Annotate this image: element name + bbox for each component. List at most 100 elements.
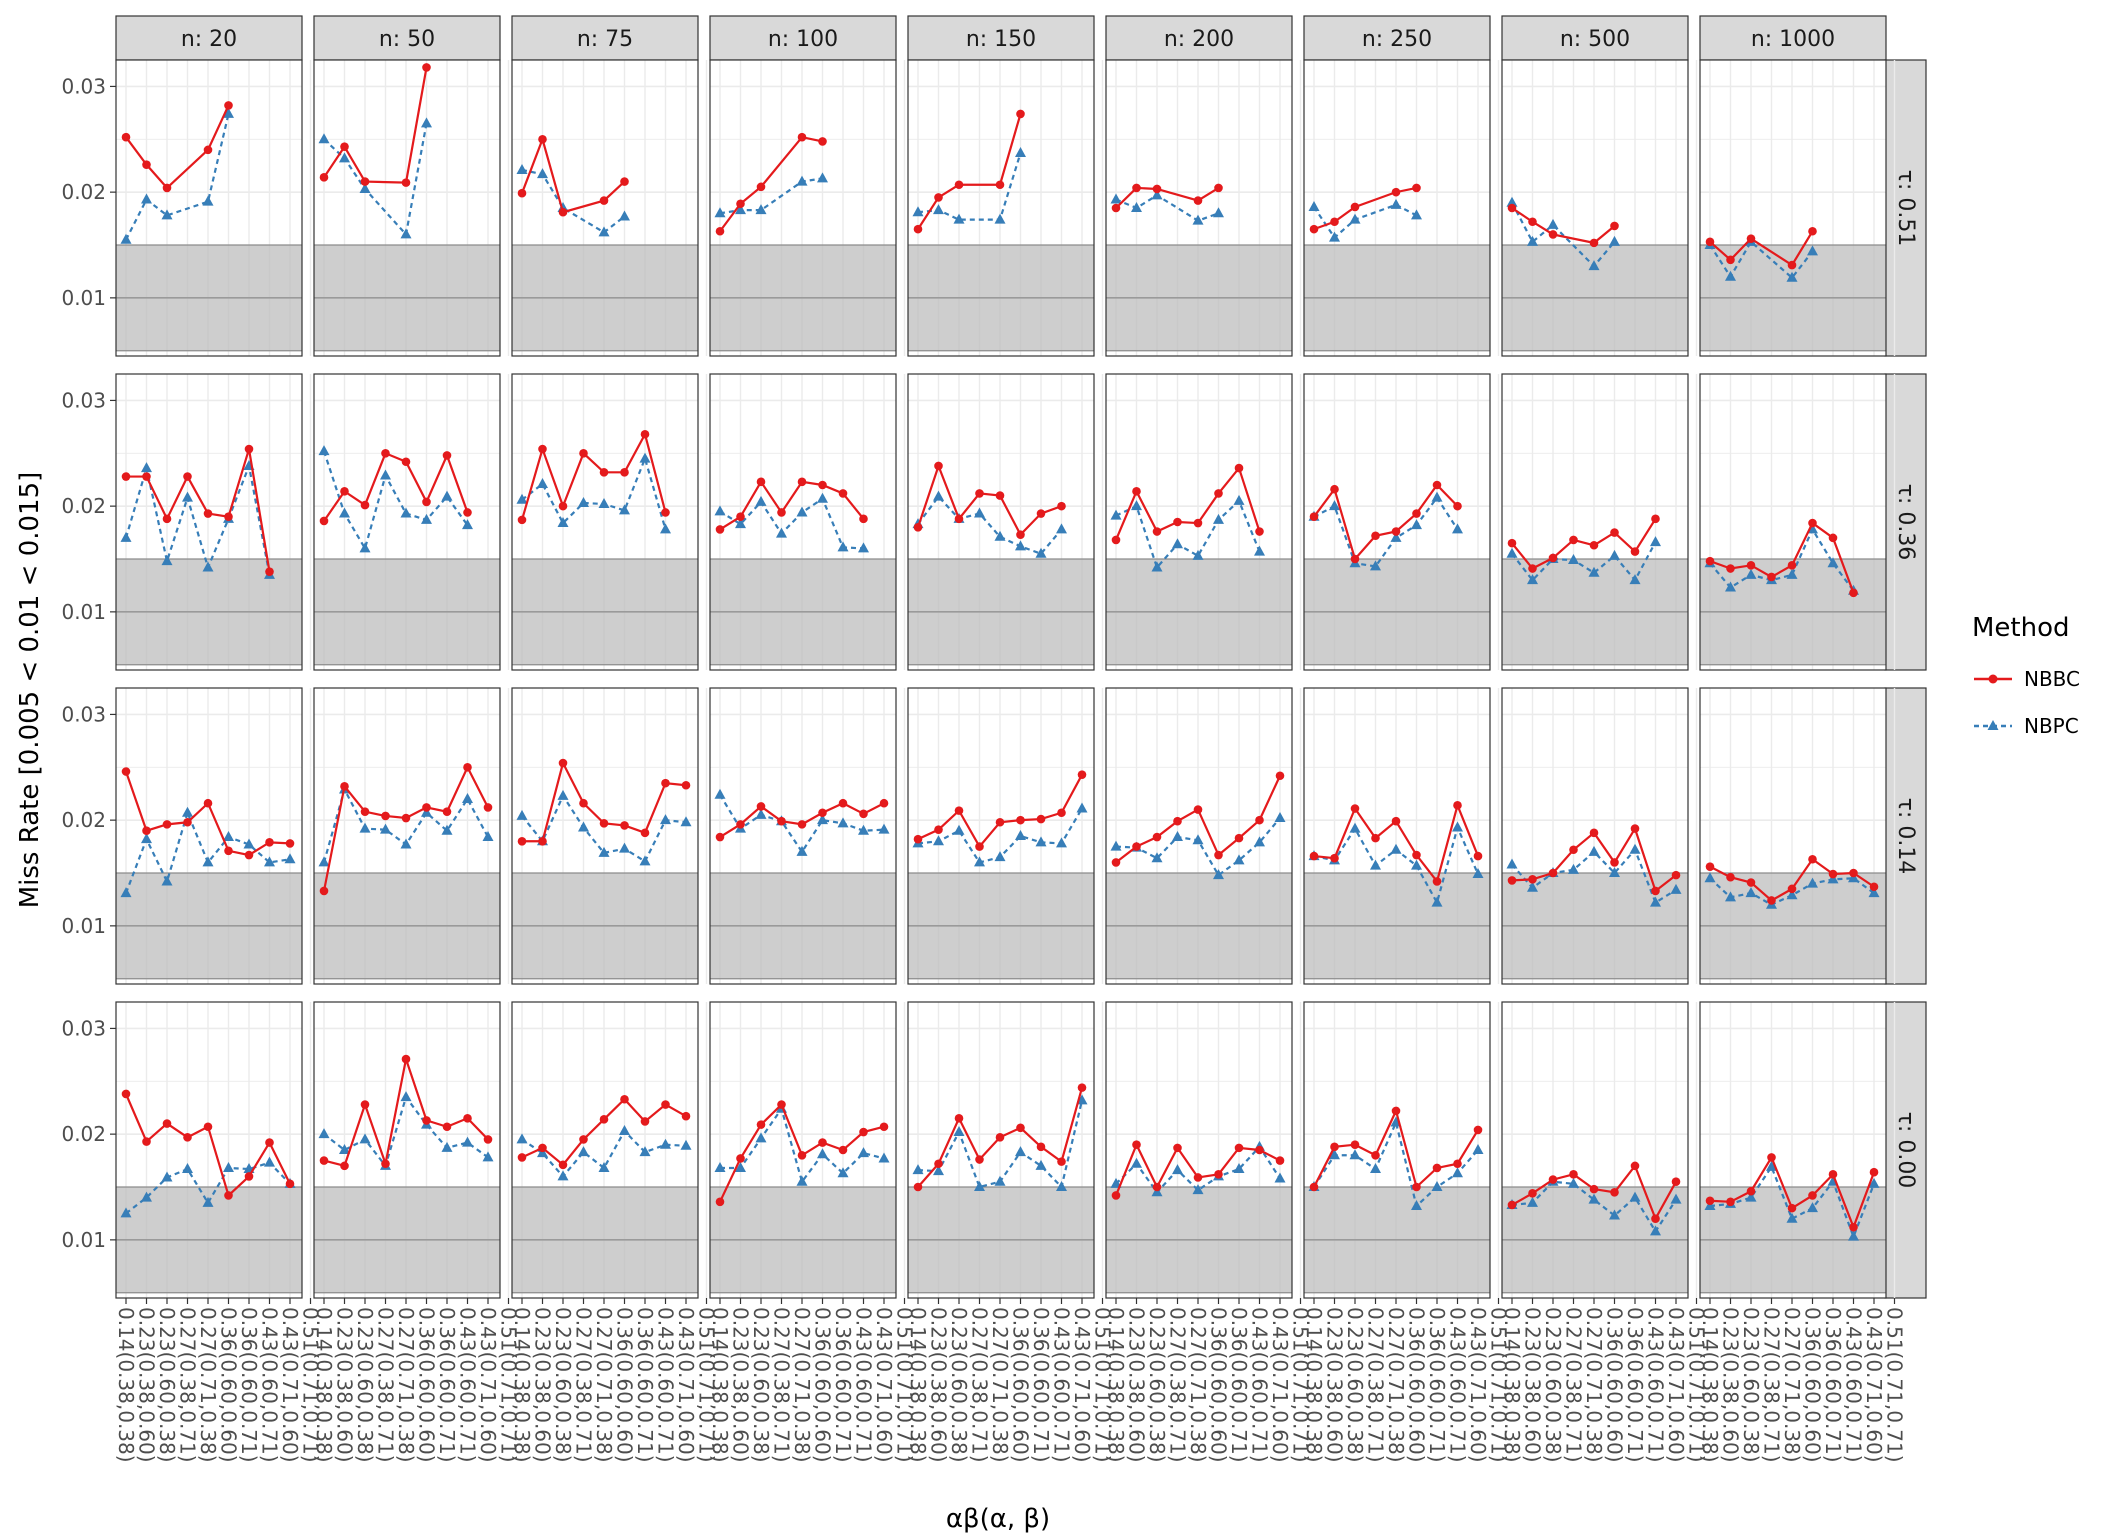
x-tick-label: 0.23(0.60,0.38) [1343, 1307, 1367, 1463]
panel-border [313, 687, 501, 985]
nbpc-point [141, 193, 152, 204]
nbbc-point [1432, 1163, 1442, 1173]
nbpc-point [557, 517, 569, 528]
nbbc-point [401, 813, 411, 823]
x-tick-label: 0.14(0.38,0.38) [906, 1307, 930, 1463]
nbpc-point [1786, 1212, 1798, 1223]
nbpc-series-line [1115, 498, 1261, 570]
nbpc-point [912, 1164, 924, 1175]
nbbc-point [954, 806, 964, 815]
nbbc-point [121, 132, 131, 142]
nbbc-point [1391, 527, 1401, 536]
nbbc-point [1350, 1140, 1360, 1150]
nbpc-point [974, 856, 985, 867]
nbpc-point [1868, 1177, 1880, 1188]
panel-border [1303, 687, 1491, 985]
nbpc-point [1329, 231, 1340, 242]
nbpc-point [1472, 1144, 1484, 1154]
column-strip: n: 1000 [1699, 15, 1887, 61]
nbpc-point [1588, 845, 1600, 856]
nbpc-point [1670, 1193, 1682, 1204]
x-tick-label: 0.36(0.60,0.71) [435, 1307, 459, 1463]
nbbc-point [756, 477, 766, 487]
nbbc-point [1330, 1142, 1339, 1152]
nbbc-point [285, 1179, 295, 1189]
nbbc-point [1849, 1222, 1858, 1232]
panel-border [511, 373, 699, 671]
nbbc-point [538, 836, 547, 846]
nbbc-point [599, 1115, 609, 1124]
nbpc-point [462, 519, 473, 530]
nbbc-point [1255, 815, 1264, 825]
nbbc-point [797, 477, 807, 487]
nbpc-point [598, 498, 610, 509]
nbpc-point [1588, 260, 1600, 271]
nbbc-point [1234, 1143, 1244, 1153]
facet-panel [115, 687, 312, 985]
nbpc-point [858, 824, 869, 835]
nbpc-point [878, 1152, 890, 1163]
nbpc-point [318, 133, 330, 144]
column-strip-label: n: 500 [1560, 27, 1630, 52]
facet-panel [511, 59, 708, 357]
nbpc-point [482, 1151, 494, 1162]
nbbc-point [838, 798, 848, 808]
x-tick-label: 0.51(0.71,0.71) [695, 1307, 719, 1463]
x-tick-label: 0.23(0.38,0.60) [333, 1307, 357, 1463]
nbpc-point [243, 838, 255, 849]
column-strip: n: 20 [115, 15, 303, 61]
column-strip-label: n: 75 [577, 27, 633, 52]
nbpc-point [161, 209, 173, 220]
nbbc-point [1309, 224, 1319, 234]
nbpc-point [516, 163, 528, 174]
column-strip-label: n: 200 [1164, 27, 1234, 52]
nbpc-point [619, 842, 630, 853]
nbpc-point [1151, 561, 1163, 572]
x-tick-label: 0.27(0.71,0.38) [1780, 1307, 1804, 1463]
nbpc-point [161, 1171, 173, 1182]
nbbc-point [1507, 538, 1517, 548]
nbpc-point [735, 204, 746, 215]
nbbc-point [463, 762, 472, 772]
nbpc-point [598, 846, 610, 857]
x-tick-label: 0.36(0.60,0.60) [1603, 1307, 1627, 1463]
nbpc-point [400, 1091, 412, 1102]
nbbc-point [1746, 234, 1756, 243]
nbbc-point [1610, 221, 1619, 231]
nbpc-point [359, 1133, 371, 1144]
panel-border [1699, 687, 1887, 985]
nbbc-point [1726, 564, 1735, 573]
nbbc-point [715, 525, 725, 534]
nbpc-point [1452, 1167, 1463, 1178]
facet-panel [907, 59, 1104, 357]
nbbc-point [538, 1143, 547, 1153]
nbpc-point [619, 504, 630, 515]
nbpc-point [735, 518, 746, 529]
nbpc-point [714, 788, 726, 799]
nbpc-point [1349, 1149, 1361, 1160]
y-tick-label: 0.01 [61, 600, 106, 624]
nbbc-point [1350, 804, 1360, 813]
nbbc-point [1173, 517, 1182, 527]
x-tick-label: 0.14(0.38,0.38) [1104, 1307, 1128, 1463]
nbpc-point [441, 490, 453, 501]
x-tick-label: 0.14(0.38,0.38) [1302, 1307, 1326, 1463]
nbpc-point [1151, 852, 1163, 863]
nbbc-point [319, 173, 329, 182]
nbpc-point [1527, 574, 1538, 585]
nbbc-point [517, 188, 527, 198]
nbpc-point [1213, 513, 1224, 524]
facet-panel [115, 59, 312, 357]
nbbc-point [954, 514, 964, 524]
nbpc-point [537, 168, 548, 179]
nbbc-point [1371, 531, 1380, 541]
nbbc-point [640, 429, 650, 439]
nbpc-point [1786, 568, 1798, 579]
nbbc-point [381, 448, 390, 458]
nbbc-point [934, 825, 943, 834]
nbpc-point [1308, 200, 1320, 211]
nbpc-point [202, 195, 214, 206]
nbbc-point [913, 834, 923, 844]
nbbc-point [224, 101, 233, 110]
nbbc-point [1016, 815, 1025, 825]
